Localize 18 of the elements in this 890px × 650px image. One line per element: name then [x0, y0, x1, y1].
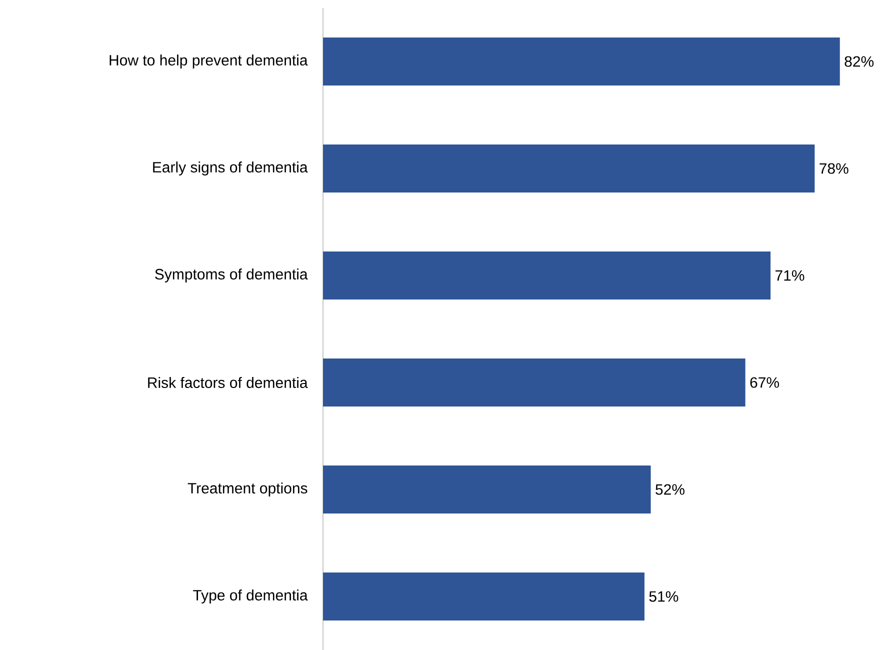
y-tick-label: Risk factors of dementia	[148, 376, 308, 388]
data-label: 82%	[844, 56, 874, 67]
bar	[323, 37, 840, 86]
y-tick-label: Type of dementia	[193, 589, 308, 604]
data-label: 67%	[750, 376, 780, 388]
bar	[323, 144, 815, 192]
bar	[323, 358, 746, 406]
y-tick-label: Symptoms of dementia	[155, 268, 308, 282]
data-label: 51%	[649, 590, 678, 602]
data-label: 71%	[776, 270, 804, 281]
bar	[323, 572, 644, 620]
data-label: 78%	[820, 162, 848, 174]
bar	[323, 251, 771, 300]
bar	[323, 465, 651, 514]
y-tick-label: How to help prevent dementia	[110, 54, 308, 68]
y-tick-label: Treatment options	[188, 482, 308, 496]
data-label: 52%	[656, 484, 684, 495]
y-tick-label: Early signs of dementia	[153, 161, 308, 176]
